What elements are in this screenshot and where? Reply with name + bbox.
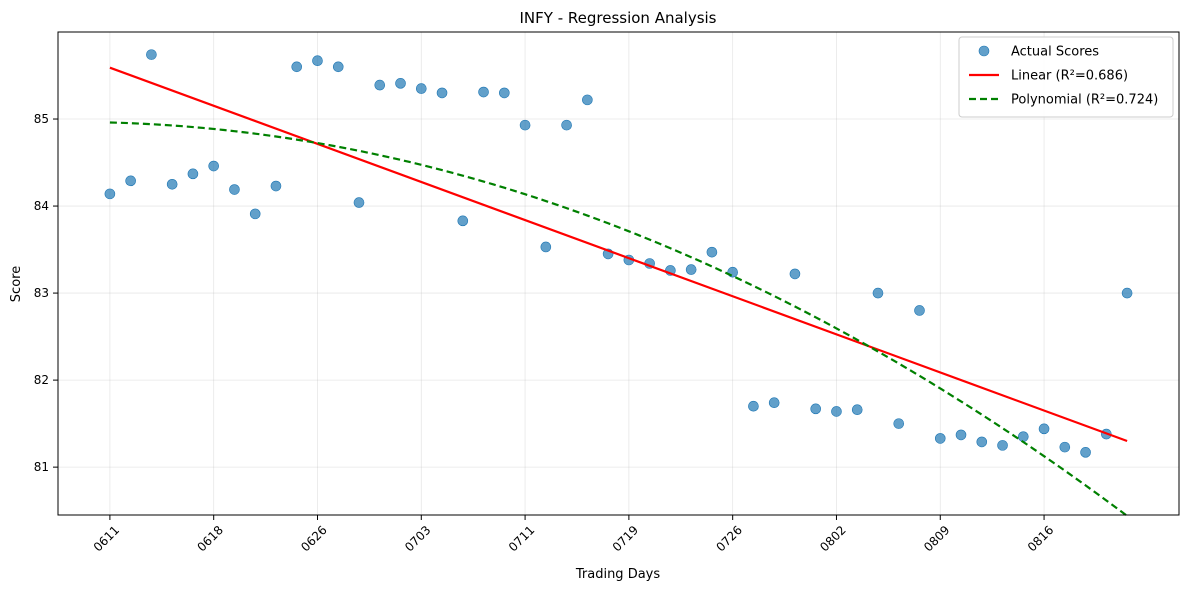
data-point bbox=[374, 79, 386, 91]
data-point bbox=[1038, 423, 1050, 435]
data-point bbox=[395, 78, 406, 89]
data-point bbox=[457, 215, 469, 227]
legend-marker-actual bbox=[978, 45, 990, 57]
legend-label: Linear (R²=0.686) bbox=[1011, 69, 1128, 84]
data-point bbox=[166, 178, 178, 190]
data-point bbox=[270, 180, 282, 192]
legend-box bbox=[958, 36, 1174, 118]
data-point bbox=[768, 397, 780, 409]
legend: Actual Scores Linear (R²=0.686) Polynomial… bbox=[958, 36, 1174, 118]
data-point bbox=[997, 440, 1008, 451]
data-point bbox=[187, 168, 199, 180]
grid bbox=[58, 32, 1179, 515]
data-point bbox=[914, 305, 925, 316]
data-point bbox=[519, 119, 531, 131]
y-tick-label: 81 bbox=[34, 460, 49, 474]
data-point bbox=[1018, 431, 1029, 442]
data-point bbox=[104, 188, 116, 200]
data-point bbox=[436, 87, 448, 99]
y-tick-label: 85 bbox=[34, 112, 49, 126]
data-point bbox=[208, 160, 219, 172]
data-point bbox=[229, 184, 240, 195]
data-point bbox=[1059, 441, 1071, 453]
data-point bbox=[353, 197, 365, 208]
data-point bbox=[146, 49, 157, 60]
data-point bbox=[312, 55, 323, 67]
y-axis-label: Score bbox=[9, 266, 24, 302]
data-point bbox=[249, 208, 261, 220]
data-point bbox=[976, 436, 988, 448]
data-point bbox=[1080, 447, 1091, 458]
data-point bbox=[872, 287, 884, 299]
plot-area bbox=[104, 49, 1133, 517]
data-point bbox=[478, 86, 489, 98]
data-point bbox=[810, 403, 822, 415]
data-point bbox=[291, 61, 303, 73]
data-point bbox=[934, 433, 946, 444]
data-point bbox=[685, 264, 697, 275]
data-point bbox=[831, 406, 842, 417]
plot-frame bbox=[57, 31, 1180, 516]
data-point bbox=[789, 268, 801, 280]
linear-fit-line bbox=[109, 66, 1128, 443]
data-point bbox=[332, 61, 344, 73]
data-point bbox=[748, 400, 759, 412]
data-point bbox=[727, 266, 738, 278]
chart-title: INFY - Regression Analysis bbox=[520, 9, 717, 27]
data-point bbox=[499, 87, 510, 99]
y-tick-label: 83 bbox=[34, 286, 49, 300]
data-point bbox=[561, 119, 572, 131]
legend-label: Actual Scores bbox=[1011, 45, 1099, 60]
y-tick-label: 82 bbox=[34, 373, 49, 387]
legend-label: Polynomial (R²=0.724) bbox=[1011, 93, 1158, 108]
polynomial-fit-curve bbox=[109, 121, 1128, 517]
data-point bbox=[540, 241, 552, 253]
x-axis-label: Trading Days bbox=[575, 567, 660, 582]
data-point bbox=[851, 404, 863, 415]
data-point bbox=[582, 94, 593, 106]
y-tick-label: 84 bbox=[34, 199, 49, 213]
data-point bbox=[706, 246, 718, 258]
data-point bbox=[893, 418, 905, 429]
data-point bbox=[415, 83, 427, 94]
data-point bbox=[125, 175, 136, 187]
data-point bbox=[1121, 287, 1133, 299]
data-point bbox=[955, 429, 967, 441]
